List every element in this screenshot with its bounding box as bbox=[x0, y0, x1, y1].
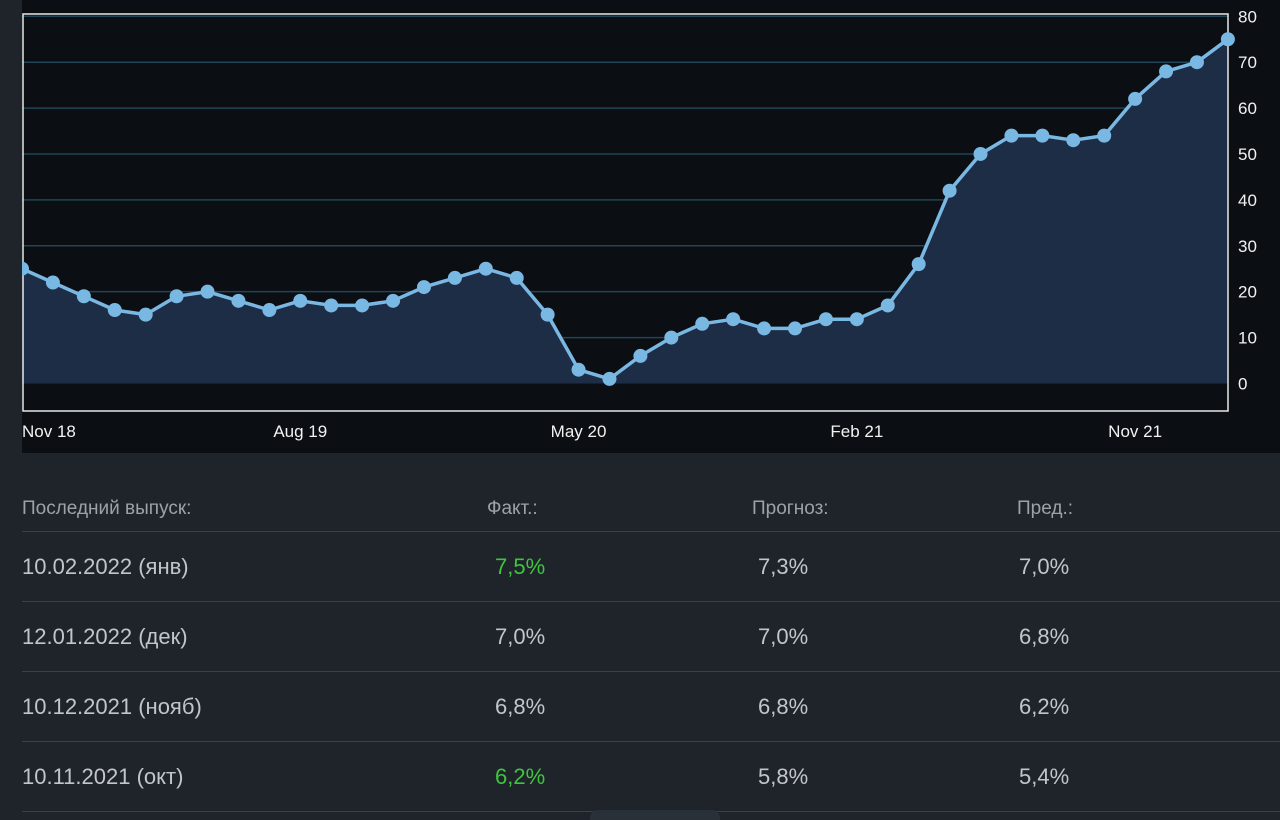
data-point[interactable] bbox=[355, 298, 370, 313]
actual-value: 6,8% bbox=[495, 693, 546, 719]
data-point[interactable] bbox=[169, 289, 184, 304]
release-date: 12.01.2022 (дек) bbox=[22, 623, 188, 649]
data-point[interactable] bbox=[293, 293, 308, 308]
data-point[interactable] bbox=[107, 303, 122, 318]
series-line bbox=[22, 37, 1229, 381]
table-row: 10.11.2021 (окт) 6,2% 5,8% 5,4% bbox=[22, 742, 1280, 812]
data-point[interactable] bbox=[45, 275, 60, 290]
actual-value: 6,2% bbox=[495, 763, 546, 789]
y-tick-label: 20 bbox=[1238, 283, 1257, 302]
data-point[interactable] bbox=[757, 321, 772, 336]
series-area bbox=[22, 39, 1228, 384]
data-point[interactable] bbox=[880, 298, 895, 313]
header-actual: Факт.: bbox=[487, 498, 538, 519]
release-date: 10.11.2021 (окт) bbox=[22, 763, 184, 789]
data-point[interactable] bbox=[726, 312, 741, 327]
y-tick-label: 10 bbox=[1238, 329, 1257, 348]
data-point[interactable] bbox=[1004, 128, 1019, 143]
release-date: 10.02.2022 (янв) bbox=[22, 553, 189, 579]
actual-value: 7,5% bbox=[495, 553, 546, 579]
y-tick-label: 0 bbox=[1238, 374, 1247, 393]
table-row: 10.12.2021 (нояб) 6,8% 6,8% 6,2% bbox=[22, 672, 1280, 742]
y-tick-label: 60 bbox=[1238, 99, 1257, 118]
actual-value: 7,0% bbox=[495, 623, 546, 649]
data-point[interactable] bbox=[200, 284, 215, 299]
data-point[interactable] bbox=[788, 321, 802, 336]
data-point[interactable] bbox=[633, 348, 648, 363]
forecast-value: 7,0% bbox=[758, 623, 809, 649]
line-chart: 0 10 20 30 40 50 60 70 80 Nov 18 Aug 19 May 20 Feb … bbox=[22, 7, 1257, 441]
previous-value: 7,0% bbox=[1019, 553, 1070, 579]
data-point[interactable] bbox=[231, 293, 246, 308]
y-tick-label: 70 bbox=[1238, 53, 1257, 72]
data-point[interactable] bbox=[262, 303, 277, 318]
y-tick-label: 50 bbox=[1238, 145, 1257, 164]
data-point[interactable] bbox=[911, 257, 926, 272]
data-point[interactable] bbox=[942, 183, 957, 198]
y-tick-label: 80 bbox=[1238, 7, 1257, 26]
x-tick-label: Aug 19 bbox=[273, 422, 327, 441]
data-point[interactable] bbox=[138, 307, 153, 322]
y-tick-label: 40 bbox=[1238, 191, 1257, 210]
data-point[interactable] bbox=[509, 270, 524, 285]
x-tick-label: Nov 21 bbox=[1108, 422, 1162, 441]
forecast-value: 5,8% bbox=[758, 763, 809, 789]
release-date: 10.12.2021 (нояб) bbox=[22, 693, 202, 719]
plot-frame bbox=[22, 13, 1229, 412]
data-point[interactable] bbox=[76, 289, 91, 304]
table-header-row: Последний выпуск: Факт.: Прогноз: Пред.: bbox=[22, 488, 1280, 532]
header-previous: Пред.: bbox=[1017, 498, 1074, 519]
previous-value: 6,8% bbox=[1019, 623, 1070, 649]
data-point[interactable] bbox=[478, 261, 493, 276]
data-point[interactable] bbox=[1220, 32, 1235, 47]
previous-value: 6,2% bbox=[1019, 693, 1070, 719]
data-point[interactable] bbox=[22, 261, 29, 276]
data-point[interactable] bbox=[386, 293, 401, 308]
forecast-value: 7,3% bbox=[758, 553, 809, 579]
data-point[interactable] bbox=[973, 146, 988, 161]
previous-value: 5,4% bbox=[1019, 763, 1070, 789]
header-forecast: Прогноз: bbox=[752, 498, 829, 519]
data-point[interactable] bbox=[1189, 55, 1204, 70]
table-row: 10.02.2022 (янв) 7,5% 7,3% 7,0% bbox=[22, 532, 1280, 602]
data-point[interactable] bbox=[416, 280, 431, 295]
data-point[interactable] bbox=[324, 298, 339, 313]
data-point[interactable] bbox=[695, 316, 710, 331]
header-last-release: Последний выпуск: bbox=[22, 498, 192, 519]
data-point[interactable] bbox=[1066, 133, 1081, 148]
forecast-value: 6,8% bbox=[758, 693, 809, 719]
x-tick-label: Feb 21 bbox=[830, 422, 883, 441]
data-point[interactable] bbox=[664, 330, 679, 345]
chart-panel: 0 10 20 30 40 50 60 70 80 Nov 18 Aug 19 May 20 Feb … bbox=[22, 0, 1280, 453]
y-tick-label: 30 bbox=[1238, 237, 1257, 256]
data-point[interactable] bbox=[849, 312, 864, 327]
x-tick-label: Nov 18 bbox=[22, 422, 76, 441]
releases-table: Последний выпуск: Факт.: Прогноз: Пред.:… bbox=[22, 488, 1280, 812]
data-point[interactable] bbox=[1097, 128, 1112, 143]
data-point[interactable] bbox=[1159, 64, 1174, 79]
data-point[interactable] bbox=[818, 312, 833, 327]
data-point[interactable] bbox=[540, 307, 555, 322]
data-point[interactable] bbox=[602, 371, 617, 386]
data-point[interactable] bbox=[1128, 91, 1143, 106]
sheet-handle[interactable] bbox=[590, 810, 720, 820]
data-point[interactable] bbox=[1035, 128, 1050, 143]
x-tick-label: May 20 bbox=[551, 422, 607, 441]
table-row: 12.01.2022 (дек) 7,0% 7,0% 6,8% bbox=[22, 602, 1280, 672]
data-point[interactable] bbox=[571, 362, 586, 377]
data-point[interactable] bbox=[447, 270, 462, 285]
